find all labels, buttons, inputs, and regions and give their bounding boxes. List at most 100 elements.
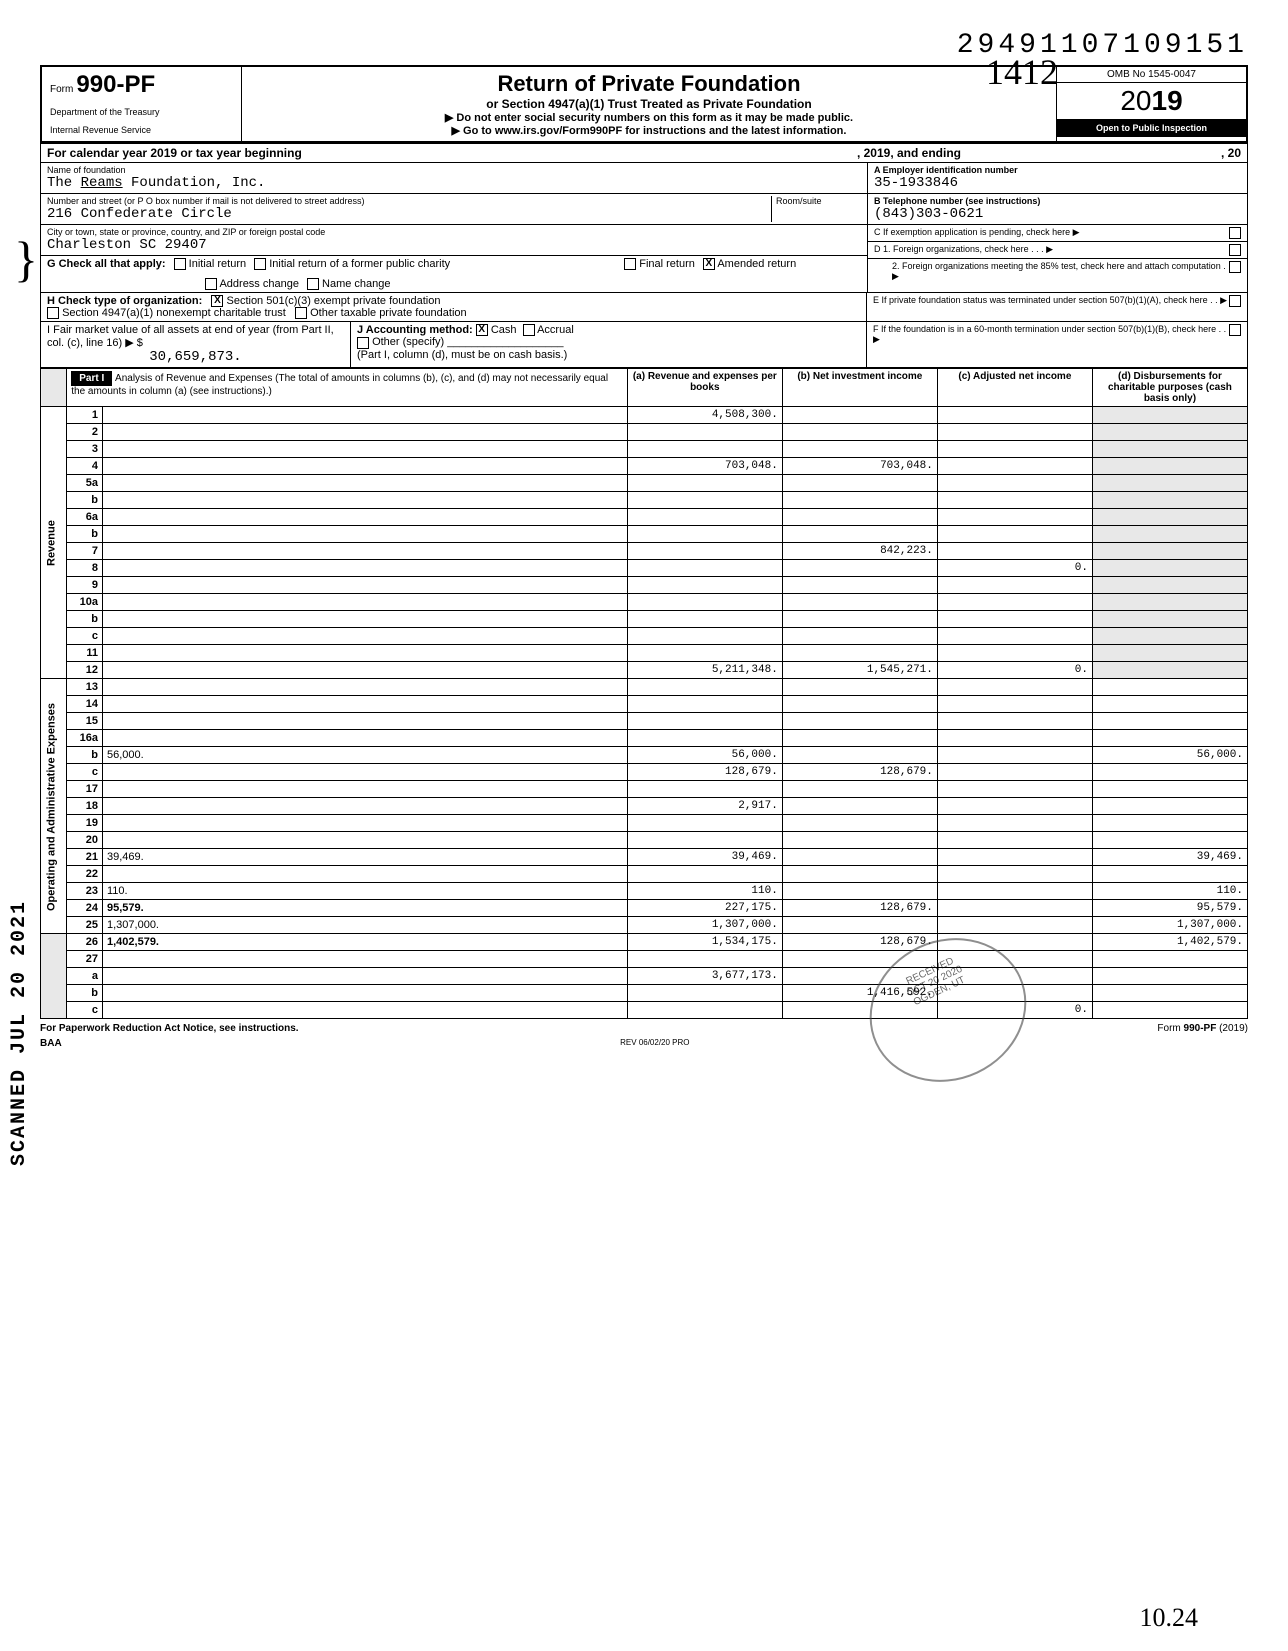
amount-cell — [627, 713, 782, 730]
line-description — [103, 832, 628, 849]
amount-cell — [937, 458, 1092, 475]
checkbox-initial[interactable] — [174, 258, 186, 270]
checkbox-d1[interactable] — [1229, 244, 1241, 256]
amount-cell — [1092, 611, 1247, 628]
amount-cell — [627, 526, 782, 543]
amount-cell: 56,000. — [1092, 747, 1247, 764]
amount-cell — [782, 849, 937, 866]
checkbox-accrual[interactable] — [523, 324, 535, 336]
amount-cell — [1092, 458, 1247, 475]
line-number: b — [67, 526, 103, 543]
calendar-year-row: For calendar year 2019 or tax year begin… — [40, 144, 1248, 163]
amount-cell — [1092, 594, 1247, 611]
year-prefix: 20 — [1120, 85, 1151, 116]
line-description — [103, 611, 628, 628]
a-label: A Employer identification number — [874, 165, 1241, 175]
line-number: 15 — [67, 713, 103, 730]
line-number: 19 — [67, 815, 103, 832]
table-row: 2495,579.227,175.128,679.95,579. — [41, 900, 1248, 917]
checkbox-initial-former[interactable] — [254, 258, 266, 270]
amount-cell — [782, 832, 937, 849]
amount-cell — [1092, 696, 1247, 713]
amount-cell — [782, 611, 937, 628]
amount-cell: 128,679. — [782, 934, 937, 951]
amount-cell: 1,534,175. — [627, 934, 782, 951]
line-number: c — [67, 1002, 103, 1019]
checkbox-c[interactable] — [1229, 227, 1241, 239]
footer: For Paperwork Reduction Act Notice, see … — [40, 1023, 1248, 1034]
line-description — [103, 441, 628, 458]
amount-cell — [627, 543, 782, 560]
line-number: 20 — [67, 832, 103, 849]
d1-label: D 1. Foreign organizations, check here .… — [874, 244, 1053, 256]
line-description — [103, 951, 628, 968]
line-description — [103, 1002, 628, 1019]
amount-cell — [1092, 492, 1247, 509]
checkbox-cash[interactable]: X — [476, 324, 488, 336]
foundation-info: Name of foundation The Reams Foundation,… — [40, 163, 1248, 293]
amount-cell — [1092, 730, 1247, 747]
line-description — [103, 560, 628, 577]
amount-cell — [782, 968, 937, 985]
table-row: 3 — [41, 441, 1248, 458]
amount-cell — [627, 951, 782, 968]
amount-cell: 703,048. — [782, 458, 937, 475]
table-row: 5a — [41, 475, 1248, 492]
handwritten-bracket: } — [14, 230, 38, 288]
line-description — [103, 458, 628, 475]
line-number: c — [67, 764, 103, 781]
form-subtitle: or Section 4947(a)(1) Trust Treated as P… — [250, 97, 1048, 111]
checkbox-amended[interactable]: X — [703, 258, 715, 270]
amount-cell — [937, 526, 1092, 543]
amount-cell: 0. — [937, 662, 1092, 679]
amount-cell — [782, 866, 937, 883]
amount-cell — [782, 577, 937, 594]
amount-cell — [1092, 815, 1247, 832]
amount-cell — [937, 781, 1092, 798]
amount-cell — [937, 934, 1092, 951]
amount-cell — [937, 509, 1092, 526]
checkbox-name-change[interactable] — [307, 278, 319, 290]
line-number: 1 — [67, 407, 103, 424]
line-description: 56,000. — [103, 747, 628, 764]
line-description: 95,579. — [103, 900, 628, 917]
amount-cell — [1092, 951, 1247, 968]
line-description — [103, 526, 628, 543]
amount-cell — [937, 679, 1092, 696]
checkbox-other-method[interactable] — [357, 337, 369, 349]
checkbox-addr-change[interactable] — [205, 278, 217, 290]
checkbox-d2[interactable] — [1229, 261, 1241, 273]
amount-cell — [627, 815, 782, 832]
g-amended: Amended return — [717, 258, 796, 270]
amount-cell — [782, 747, 937, 764]
checkbox-other-tax[interactable] — [295, 307, 307, 319]
amount-cell: 128,679. — [782, 764, 937, 781]
ein: 35-1933846 — [874, 175, 1241, 191]
g-name-change: Name change — [322, 278, 391, 290]
amount-cell: 1,307,000. — [627, 917, 782, 934]
d2-label: 2. Foreign organizations meeting the 85%… — [874, 261, 1229, 282]
line-description — [103, 985, 628, 1002]
amount-cell: 128,679. — [782, 900, 937, 917]
amount-cell — [937, 645, 1092, 662]
g-initial-former: Initial return of a former public charit… — [269, 258, 450, 270]
amount-cell — [937, 713, 1092, 730]
amount-cell — [937, 611, 1092, 628]
form-title: Return of Private Foundation — [250, 71, 1048, 97]
table-row: 27 — [41, 951, 1248, 968]
checkbox-final[interactable] — [624, 258, 636, 270]
checkbox-4947[interactable] — [47, 307, 59, 319]
footer-left: For Paperwork Reduction Act Notice, see … — [40, 1023, 299, 1034]
checkbox-f[interactable] — [1229, 324, 1241, 336]
amount-cell — [937, 900, 1092, 917]
amount-cell — [782, 781, 937, 798]
right-header-box: OMB No 1545-0047 2019 Open to Public Ins… — [1056, 67, 1246, 141]
amount-cell — [627, 696, 782, 713]
table-row: 4703,048.703,048. — [41, 458, 1248, 475]
line-number: a — [67, 968, 103, 985]
amount-cell — [937, 628, 1092, 645]
amount-cell — [937, 747, 1092, 764]
checkbox-501c3[interactable]: X — [211, 295, 223, 307]
amount-cell — [937, 730, 1092, 747]
checkbox-e[interactable] — [1229, 295, 1241, 307]
